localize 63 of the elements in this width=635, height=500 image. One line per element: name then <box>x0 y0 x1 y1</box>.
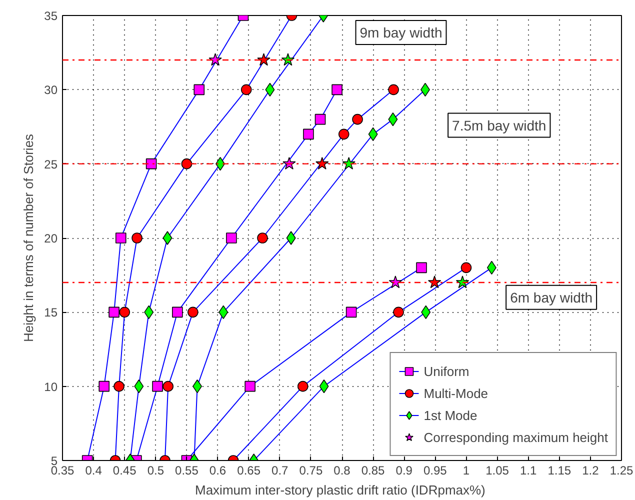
x-tick-label: 0.45 <box>112 464 137 478</box>
legend-label: 1st Mode <box>424 408 478 422</box>
x-tick-label: 0.55 <box>175 464 199 478</box>
point <box>303 128 314 140</box>
legend-label: Corresponding maximum height <box>424 430 608 444</box>
y-tick-label: 30 <box>44 83 58 98</box>
x-tick-label: 0.7 <box>272 464 289 478</box>
point <box>114 380 124 392</box>
legend-label: Uniform <box>424 364 470 378</box>
x-tick-label: 1 <box>462 464 470 478</box>
point <box>152 380 163 392</box>
x-axis-title: Maximum inter-story plastic drift ratio (IDRpmax%) <box>195 482 486 498</box>
point <box>352 114 363 125</box>
x-tick-label: 0.4 <box>85 464 102 478</box>
point <box>98 380 110 392</box>
x-tick-label: 0.65 <box>237 464 261 478</box>
point <box>172 306 183 318</box>
point <box>226 232 237 244</box>
x-tick-label: 0.95 <box>423 464 448 478</box>
y-tick-label: 10 <box>44 380 58 394</box>
point <box>393 306 404 318</box>
x-tick-label: 0.75 <box>299 464 323 478</box>
point <box>181 158 192 170</box>
point <box>119 306 130 318</box>
x-tick-label: 0.85 <box>361 464 386 478</box>
legend-label: Multi-Mode <box>424 386 488 400</box>
x-tick-label: 0.8 <box>334 464 351 478</box>
x-tick-label: 0.9 <box>396 464 413 478</box>
annotation: 9m bay width <box>360 24 442 41</box>
point <box>338 128 350 140</box>
x-tick-label: 1.05 <box>486 464 510 478</box>
y-tick-label: 25 <box>44 157 58 172</box>
point <box>240 84 252 96</box>
point <box>346 306 357 318</box>
point <box>388 84 399 96</box>
point <box>162 380 174 392</box>
point <box>194 84 205 96</box>
annotation: 7.5m bay width <box>452 117 546 134</box>
point <box>460 262 472 274</box>
y-tick-label: 15 <box>44 306 58 320</box>
point <box>332 84 342 96</box>
point <box>244 380 256 392</box>
x-tick-label: 1.25 <box>610 464 634 478</box>
x-tick-label: 1.1 <box>520 464 537 478</box>
x-tick-label: 1.2 <box>582 464 600 478</box>
y-axis-title: Height in terms of number of Stories <box>21 133 36 342</box>
x-tick-label: 0.35 <box>50 464 75 478</box>
point <box>416 262 427 274</box>
x-tick-label: 0.6 <box>209 464 226 478</box>
point <box>188 306 198 318</box>
y-tick-label: 20 <box>44 232 58 246</box>
point <box>297 380 308 392</box>
point <box>257 232 268 244</box>
annotation: 6m bay width <box>510 289 593 306</box>
point <box>115 232 126 244</box>
point <box>162 231 172 245</box>
x-tick-label: 1.15 <box>548 464 572 478</box>
y-tick-label: 35 <box>44 9 58 23</box>
point <box>108 306 120 318</box>
point <box>132 232 142 244</box>
point <box>286 231 296 245</box>
point <box>314 114 326 125</box>
x-tick-label: 0.5 <box>147 464 164 478</box>
